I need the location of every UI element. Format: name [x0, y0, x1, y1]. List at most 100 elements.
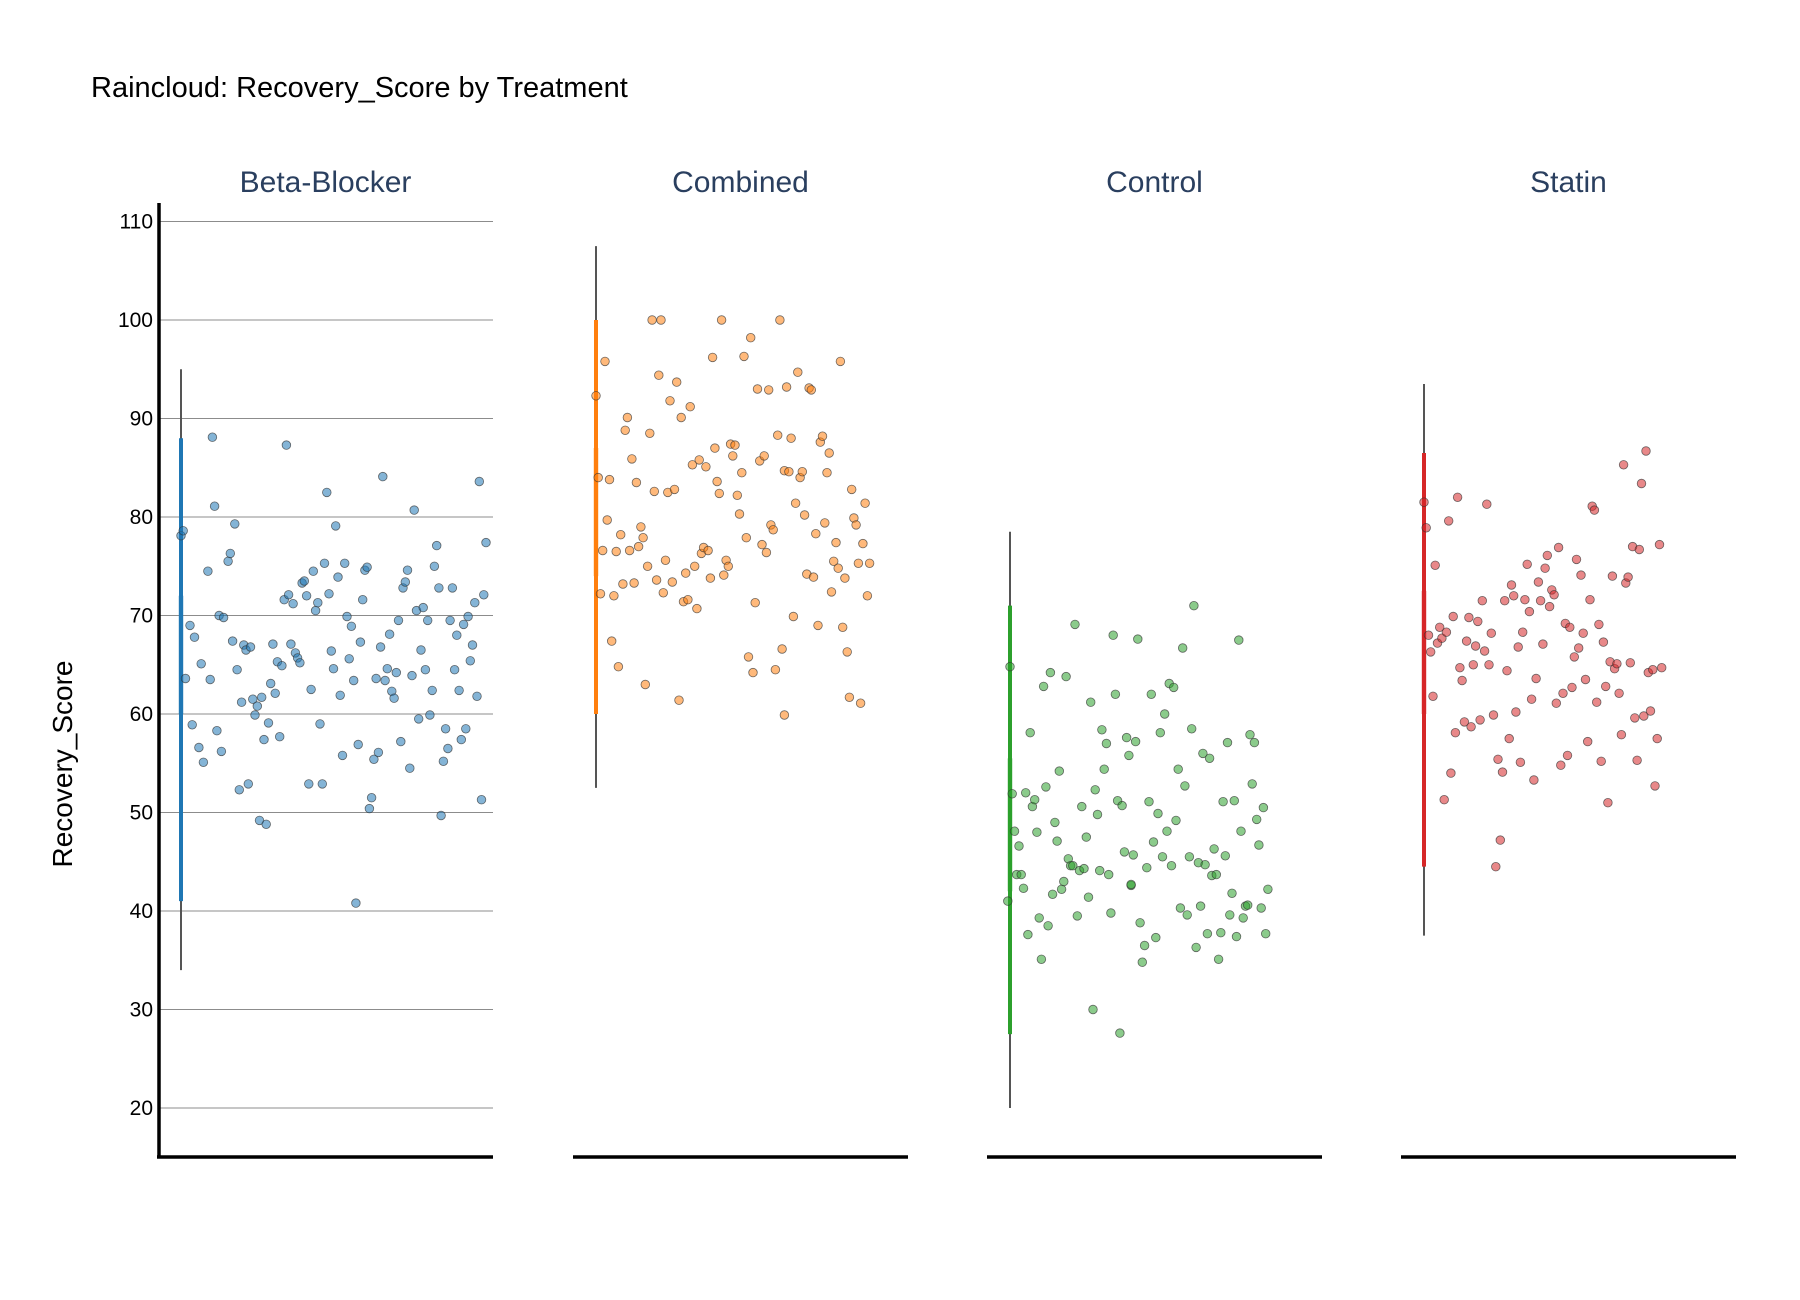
data-point [1242, 900, 1253, 910]
data-point [1493, 754, 1503, 765]
data-point [216, 746, 227, 757]
data-point [418, 602, 428, 613]
data-point [799, 510, 810, 520]
data-point [1636, 478, 1647, 489]
data-point [1043, 921, 1053, 931]
data-point [1070, 619, 1080, 630]
data-point [835, 356, 846, 367]
data-point [1211, 869, 1222, 880]
data-point [687, 460, 698, 470]
data-point [400, 577, 411, 587]
data-point [1578, 628, 1588, 638]
data-point [427, 685, 437, 696]
data-point [1464, 612, 1474, 623]
data-point [218, 612, 229, 623]
data-point [1094, 865, 1105, 876]
data-point [268, 639, 278, 649]
data-point [602, 515, 612, 525]
data-point [1121, 732, 1132, 743]
data-point [779, 710, 790, 720]
data-point [638, 533, 648, 543]
data-point [683, 595, 693, 605]
data-point [1594, 619, 1604, 630]
data-point [1495, 835, 1506, 845]
data-point [1591, 697, 1602, 707]
data-point [1023, 929, 1033, 940]
data-point [1513, 642, 1523, 652]
data-point [1059, 876, 1069, 887]
data-point [1544, 601, 1555, 612]
data-point [1616, 730, 1627, 740]
data-point [1571, 554, 1582, 565]
data-point [1529, 775, 1539, 785]
data-point [1115, 1028, 1125, 1038]
data-point [203, 566, 213, 576]
data-point [447, 583, 458, 593]
data-point [454, 685, 464, 696]
data-point [474, 476, 485, 487]
data-point [1175, 903, 1186, 913]
data-point [712, 476, 722, 487]
data-point [847, 484, 857, 495]
data-point [732, 490, 743, 501]
data-point [1517, 627, 1528, 637]
data-point [429, 561, 440, 572]
data-point [1088, 1004, 1098, 1015]
data-point [452, 630, 462, 640]
data-point [777, 644, 787, 654]
data-point [319, 558, 330, 569]
data-point [1238, 913, 1248, 923]
data-point [259, 734, 269, 745]
data-point [227, 636, 238, 646]
data-point [353, 739, 363, 750]
data-point [333, 572, 343, 582]
data-point [1045, 667, 1056, 678]
data-point [189, 632, 200, 642]
data-point [705, 573, 716, 583]
data-point [741, 533, 752, 543]
data-point [862, 591, 873, 601]
data-point [598, 545, 608, 556]
data-point [1137, 957, 1148, 967]
data-point [1441, 627, 1452, 637]
data-point [604, 474, 615, 485]
data-point [631, 477, 642, 488]
y-tick-label: 20 [130, 1097, 153, 1120]
data-point [1157, 852, 1168, 862]
data-point [1177, 643, 1188, 653]
data-point [1056, 884, 1067, 895]
data-point [1263, 884, 1273, 895]
data-point [479, 590, 489, 600]
data-point [263, 718, 274, 728]
data-point [349, 675, 359, 686]
data-point [1209, 844, 1219, 854]
data-point [1036, 954, 1047, 965]
data-point [1639, 711, 1649, 721]
data-point [187, 720, 197, 730]
data-point [1461, 636, 1472, 646]
y-tick-label: 30 [130, 999, 153, 1022]
data-point [672, 377, 682, 387]
data-point [1072, 911, 1083, 921]
data-point [752, 384, 763, 394]
y-tick-label: 90 [130, 408, 153, 431]
data-point [1623, 572, 1633, 582]
data-point [1025, 728, 1035, 738]
data-point [277, 661, 287, 671]
data-point [1632, 755, 1642, 766]
data-point [270, 688, 280, 699]
data-point [382, 664, 393, 674]
data-point [1171, 815, 1181, 826]
data-point [808, 572, 819, 582]
data-point [1144, 797, 1154, 807]
data-point [613, 662, 624, 672]
data-point [611, 546, 621, 557]
data-point [1434, 622, 1445, 633]
y-tick-label: 110 [120, 211, 153, 234]
data-point [1251, 814, 1262, 825]
data-point [306, 684, 316, 695]
data-point [609, 591, 619, 601]
data-point [299, 576, 310, 586]
data-point [351, 898, 361, 908]
data-point [820, 518, 830, 528]
